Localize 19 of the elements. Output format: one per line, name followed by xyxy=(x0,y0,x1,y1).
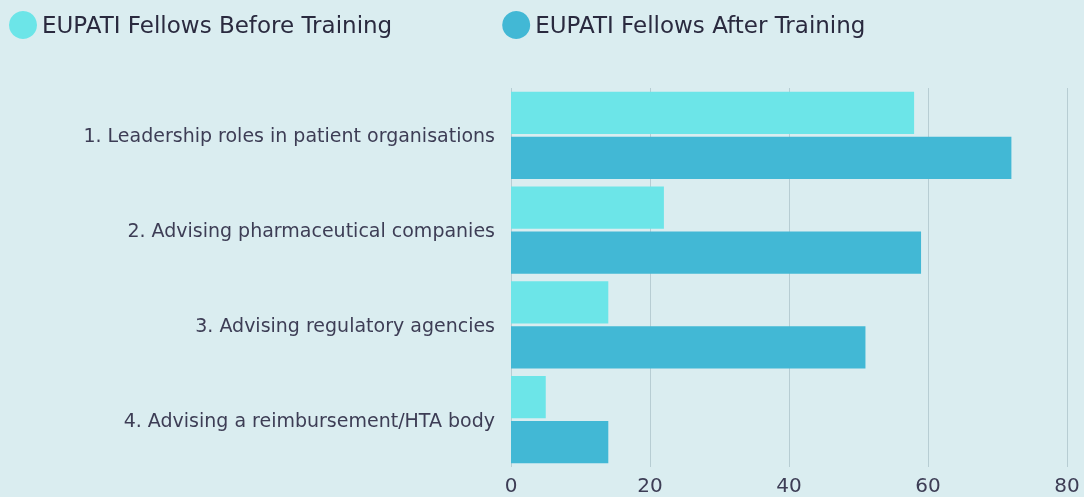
legend-label: EUPATI Fellows After Training xyxy=(535,12,866,38)
x-tick-label: 40 xyxy=(776,473,802,497)
bar xyxy=(511,420,609,464)
legend-label: EUPATI Fellows Before Training xyxy=(42,12,393,38)
y-tick-label: 1. Leadership roles in patient organisations xyxy=(83,124,495,147)
bar xyxy=(511,376,546,419)
y-tick-label: 2. Advising pharmaceutical companies xyxy=(127,219,495,242)
y-tick-label: 4. Advising a reimbursement/HTA body xyxy=(123,408,495,431)
bar xyxy=(511,326,866,369)
bar xyxy=(511,231,922,274)
x-tick-label: 0 xyxy=(504,473,518,497)
bar xyxy=(511,186,664,229)
x-tick-label: 20 xyxy=(637,473,663,497)
x-tick-label: 60 xyxy=(915,473,941,497)
bar xyxy=(511,91,915,135)
bar xyxy=(511,136,1012,179)
x-tick-label: 80 xyxy=(1054,473,1080,497)
y-tick-label: 3. Advising regulatory agencies xyxy=(195,313,495,336)
bar xyxy=(511,281,609,324)
